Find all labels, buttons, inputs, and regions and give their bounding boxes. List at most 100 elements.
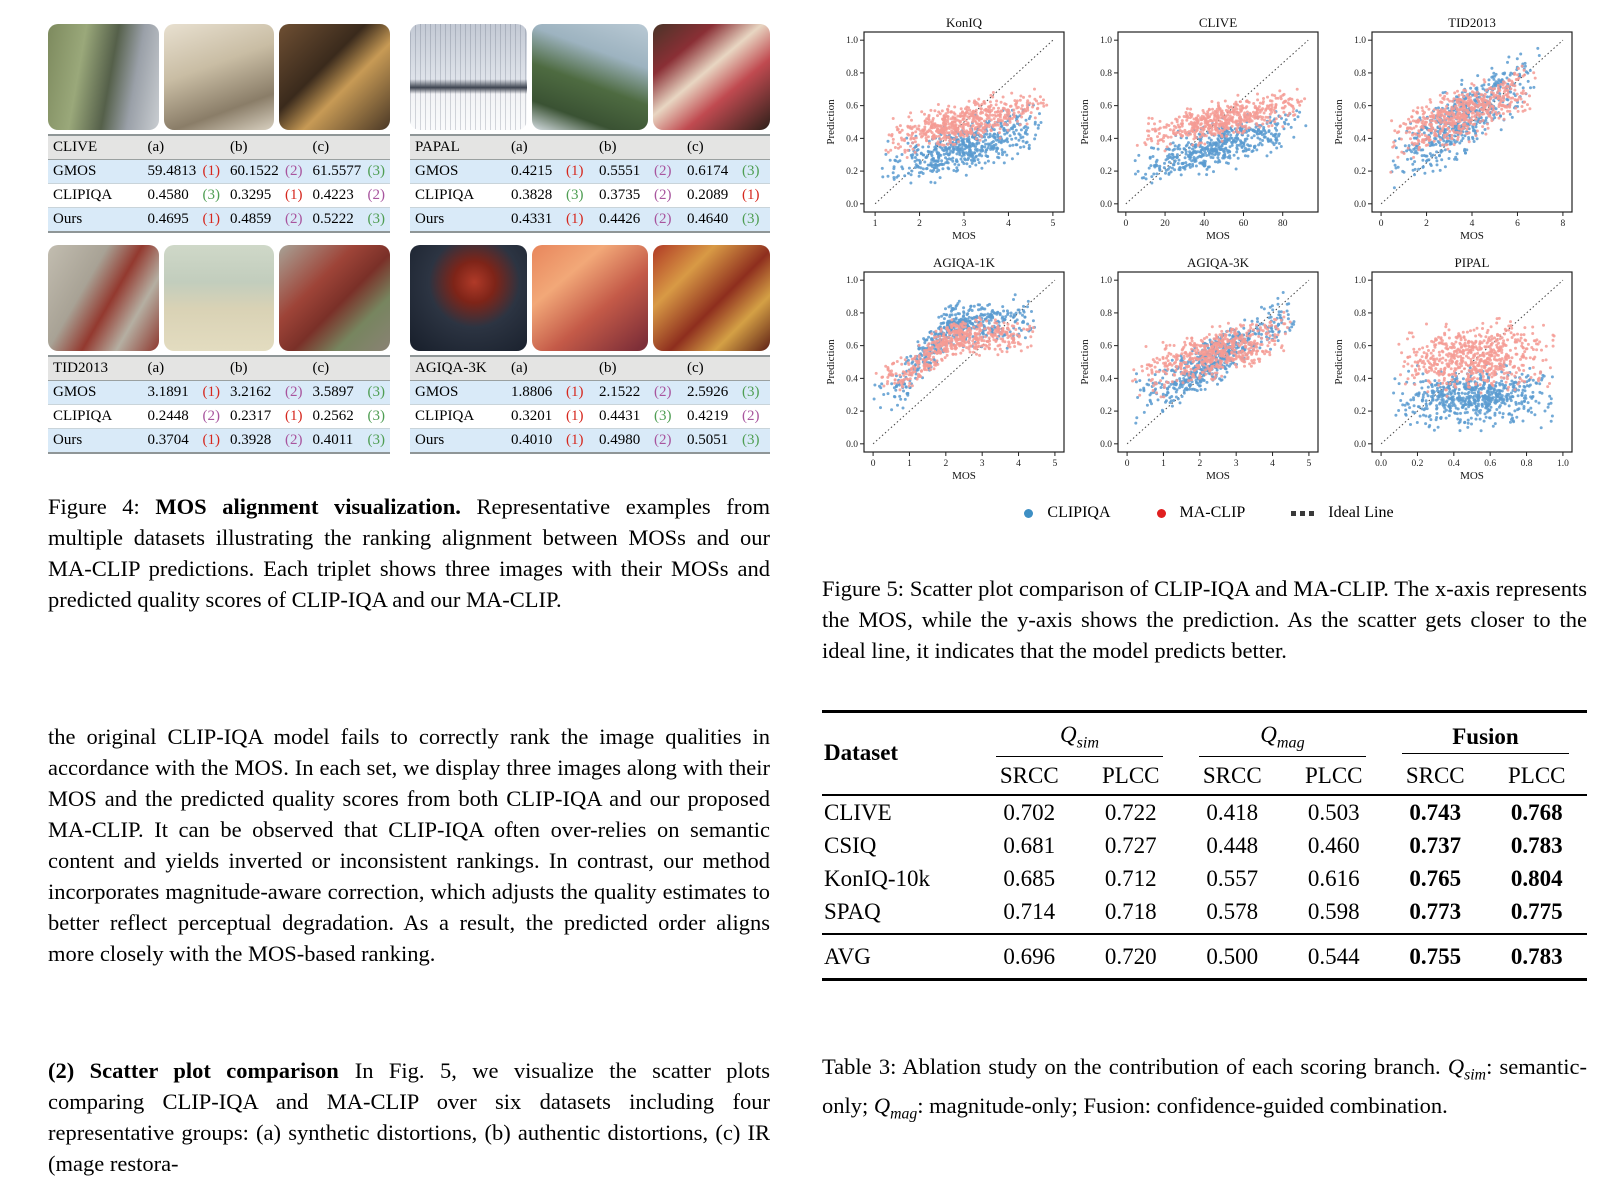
table3-row-SPAQ: SPAQ 0.714 0.718 0.578 0.598 0.773 0.775	[822, 894, 1587, 935]
svg-text:0.8: 0.8	[1100, 309, 1112, 319]
score-cell: 2.5926 (3)	[682, 380, 770, 405]
score-cell: 3.5897 (3)	[307, 380, 390, 405]
scatter-points-CLIPIQA	[1133, 109, 1308, 185]
score-cell: 0.3704 (1)	[142, 428, 225, 454]
score-cell: 0.3828 (3)	[506, 183, 594, 208]
table-row: GMOS 59.4813 (1) 60.1522 (2) 61.5577 (3)	[48, 159, 390, 184]
svg-text:0.4: 0.4	[1354, 134, 1366, 144]
table3-value-cell: 0.500	[1206, 943, 1259, 969]
svg-text:0.8: 0.8	[1354, 69, 1366, 79]
legend-label: Ideal Line	[1328, 504, 1394, 521]
column-label: (a)	[142, 135, 225, 160]
table-header-row: CLIVE (a) (b) (c)	[48, 135, 390, 160]
legend-label: CLIPIQA	[1047, 504, 1111, 521]
score-cell: 0.4426 (2)	[594, 207, 682, 233]
table3-group-header-row: Dataset Qsim Qmag Fusion	[822, 711, 1587, 796]
score-value: 0.4640	[687, 211, 729, 227]
rank-badge: (2)	[367, 187, 386, 203]
caption-segment: Q	[1447, 1053, 1465, 1079]
table3-value-cell: 0.737	[1409, 832, 1462, 858]
table-row: CLIPIQA 0.3828 (3) 0.3735 (2) 0.2089 (1)	[410, 183, 770, 208]
scatter-points-MA-CLIP	[874, 316, 1035, 392]
score-cell: 0.5222 (3)	[307, 207, 390, 233]
score-value: 0.2089	[687, 187, 729, 203]
table3-value-cell: 0.448	[1206, 832, 1259, 858]
svg-text:5: 5	[1051, 219, 1056, 229]
table3-value-cell: 0.755	[1409, 943, 1462, 969]
clipiqa-dot-icon	[1024, 508, 1034, 518]
rank-badge: (2)	[742, 408, 760, 424]
legend-item-clipiqa: CLIPIQA	[1024, 504, 1111, 522]
table3-value-cell: 0.722	[1104, 799, 1157, 825]
svg-text:5: 5	[1053, 459, 1058, 469]
scatter-svg-AGIQA-3K: AGIQA-3K 0.0 0.2 0.4 0.6 0.8 1.0 0 1 2 3 4 5 MOS Predi…	[1079, 256, 1319, 482]
rank-badge: (2)	[285, 432, 303, 448]
table3-value-cell: 0.743	[1409, 799, 1462, 825]
svg-text:2: 2	[1197, 459, 1202, 469]
table3-value-cell: 0.696	[1003, 943, 1056, 969]
score-cell: 0.4640 (3)	[682, 207, 770, 233]
svg-text:0.2: 0.2	[846, 407, 858, 417]
mushroom-scene-photo	[531, 245, 649, 351]
image-triplet	[410, 24, 771, 130]
rank-badge: (3)	[367, 163, 386, 179]
svg-text:0.0: 0.0	[1100, 440, 1112, 450]
method-label: Ours	[48, 207, 143, 233]
svg-text:0: 0	[1125, 459, 1130, 469]
rank-badge: (3)	[566, 187, 584, 203]
svg-text:MOS: MOS	[1460, 230, 1484, 242]
svg-text:1: 1	[873, 219, 878, 229]
method-label: Ours	[48, 428, 143, 454]
svg-text:AGIQA-1K: AGIQA-1K	[933, 256, 996, 270]
score-value: 0.4011	[312, 432, 354, 448]
baroque-facade-photo	[653, 245, 771, 351]
column-label: (c)	[307, 356, 390, 381]
scatter-svg-TID2013: TID2013 0.0 0.2 0.4 0.6 0.8 1.0 0 2 4 6 8 MOS Predict…	[1333, 16, 1573, 242]
table3-subheader: SRCC	[978, 759, 1081, 796]
indoor-people-photo	[163, 24, 275, 130]
caption-segment: Table 3: Ablation study on the contribut…	[822, 1053, 1448, 1079]
svg-text:0.0: 0.0	[1354, 200, 1366, 210]
svg-text:0.8: 0.8	[846, 309, 858, 319]
score-cell: 2.1522 (2)	[594, 380, 682, 405]
svg-text:0.4: 0.4	[846, 134, 858, 144]
score-cell: 0.3928 (2)	[225, 428, 308, 454]
rank-badge: (1)	[202, 384, 221, 400]
rank-badge: (2)	[654, 211, 672, 227]
table-header-row: PAPAL (a) (b) (c)	[410, 135, 770, 160]
method-label: GMOS	[410, 380, 506, 405]
table3-group-header: Qsim	[978, 712, 1181, 760]
score-cell: 0.4219 (2)	[682, 404, 770, 429]
score-cell: 0.6174 (3)	[682, 159, 770, 184]
svg-text:5: 5	[1307, 459, 1312, 469]
svg-text:3: 3	[980, 459, 985, 469]
score-cell: 0.3735 (2)	[594, 183, 682, 208]
table3-subheader: SRCC	[1180, 759, 1284, 796]
scatter-points-CLIPIQA	[1392, 362, 1554, 433]
scatter-points-MA-CLIP	[1397, 316, 1556, 398]
roadside-grass-photo	[48, 24, 159, 130]
figure4-block-TID2013: TID2013 (a) (b) (c) GMOS 3.1891 (1) 3.2162 (2) 3.…	[48, 245, 391, 454]
svg-text:60: 60	[1239, 219, 1249, 229]
scatter-plot-CLIVE: CLIVE 0.0 0.2 0.4 0.6 0.8 1.0 0 20 40 60 80 MOS Predi…	[1078, 16, 1330, 256]
svg-text:1: 1	[1161, 459, 1166, 469]
score-value: 0.5051	[687, 432, 729, 448]
score-cell: 0.4215 (1)	[506, 159, 594, 184]
score-value: 0.3704	[147, 432, 189, 448]
svg-text:0.2: 0.2	[1354, 167, 1366, 177]
scatter-plot-AGIQA-1K: AGIQA-1K 0.0 0.2 0.4 0.6 0.8 1.0 0 1 2 3 4 5 MOS Predi…	[824, 256, 1076, 496]
svg-text:Prediction: Prediction	[825, 339, 837, 385]
score-cell: 0.2089 (1)	[682, 183, 770, 208]
scatter-plot-TID2013: TID2013 0.0 0.2 0.4 0.6 0.8 1.0 0 2 4 6 8 MOS Predict…	[1332, 16, 1584, 256]
table3-value-cell: 0.503	[1307, 799, 1360, 825]
score-value: 0.2562	[312, 408, 354, 424]
column-label: (b)	[594, 135, 682, 160]
rank-badge: (3)	[202, 187, 221, 203]
svg-text:Prediction: Prediction	[1079, 99, 1091, 145]
rank-badge: (3)	[742, 163, 760, 179]
svg-text:40: 40	[1200, 219, 1210, 229]
score-cell: 0.2448 (2)	[142, 404, 225, 429]
svg-text:80: 80	[1278, 219, 1288, 229]
table-row: CLIPIQA 0.4580 (3) 0.3295 (1) 0.4223 (2)	[48, 183, 390, 208]
score-cell: 0.3201 (1)	[506, 404, 594, 429]
